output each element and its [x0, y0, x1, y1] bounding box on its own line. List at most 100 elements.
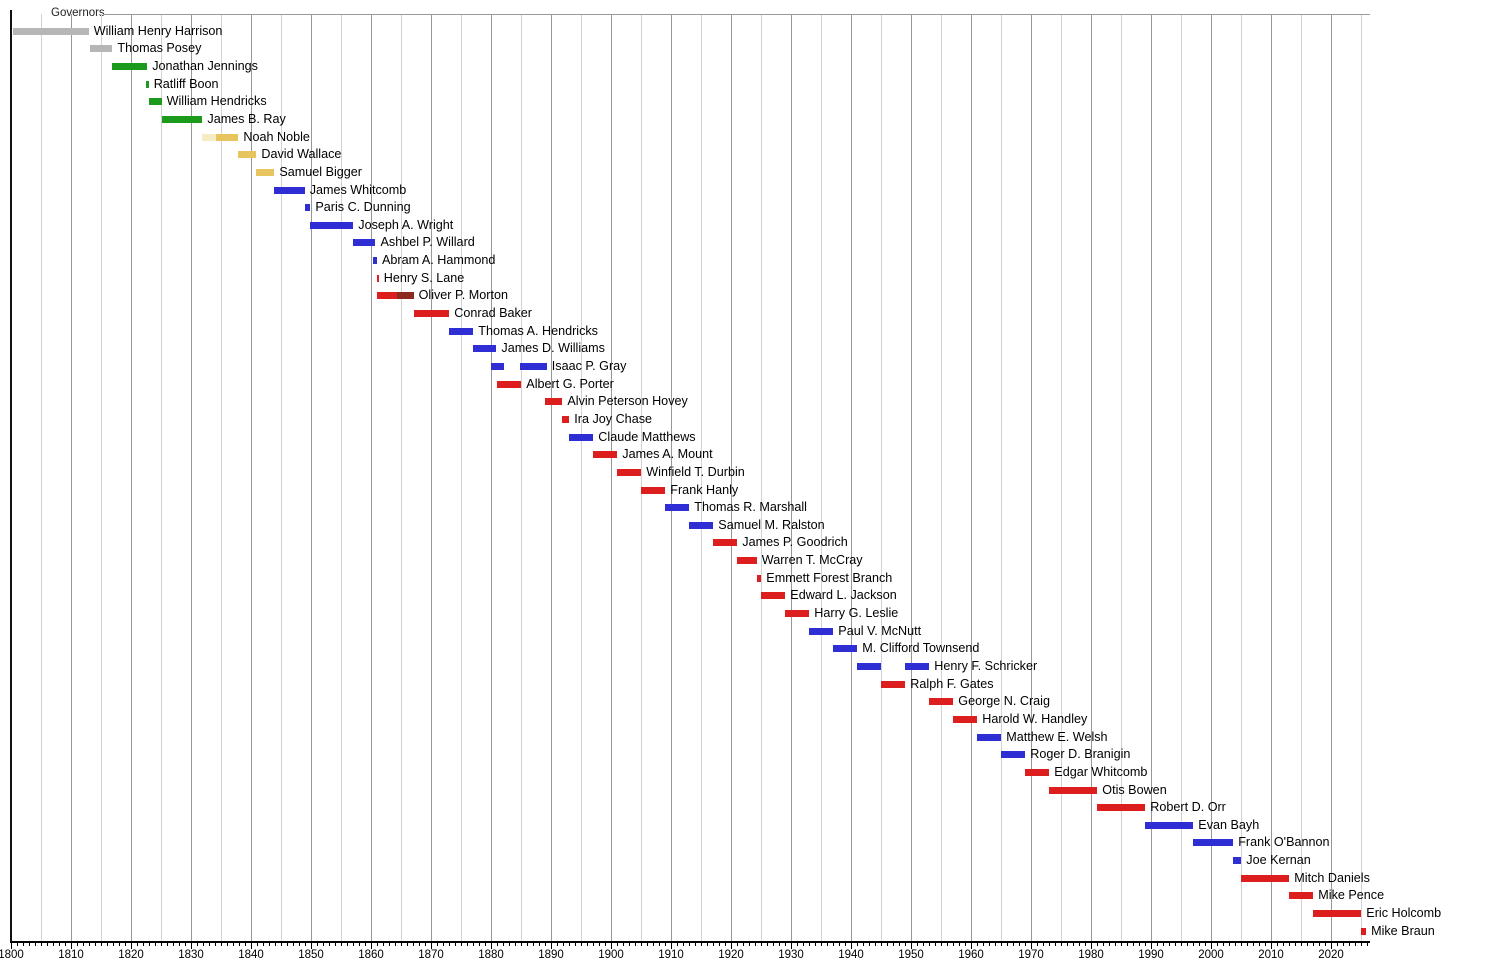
- gridline-minor: [1181, 14, 1182, 941]
- x-axis-minor-tick: [923, 942, 924, 946]
- governor-label: Harry G. Leslie: [814, 606, 899, 621]
- gridline-minor: [761, 14, 762, 941]
- governor-label: Edgar Whitcomb: [1054, 764, 1148, 779]
- x-axis-major-tick: [1031, 942, 1032, 949]
- x-axis-minor-tick: [1007, 942, 1008, 946]
- x-axis-minor-tick: [473, 942, 474, 946]
- x-axis-minor-tick: [449, 942, 450, 946]
- x-axis-minor-tick: [929, 942, 930, 946]
- x-axis-minor-tick: [995, 942, 996, 946]
- x-axis-minor-tick: [785, 942, 786, 946]
- x-axis-minor-tick: [179, 942, 180, 946]
- x-axis-minor-tick: [233, 942, 234, 946]
- x-axis-minor-tick: [221, 942, 222, 946]
- x-axis-minor-tick: [413, 942, 414, 946]
- x-axis-minor-tick: [239, 942, 240, 946]
- governor-label: Emmett Forest Branch: [766, 570, 893, 585]
- x-axis-minor-tick: [539, 942, 540, 946]
- governor-bar: [1193, 839, 1234, 847]
- x-axis-tick-label: 1860: [358, 949, 384, 961]
- x-axis-minor-tick: [1169, 942, 1170, 946]
- governor-label: Otis Bowen: [1102, 782, 1167, 797]
- x-axis-minor-tick: [659, 942, 660, 946]
- x-axis-minor-tick: [419, 942, 420, 946]
- governor-label: Paul V. McNutt: [838, 623, 922, 638]
- x-axis-minor-tick: [1097, 942, 1098, 946]
- x-axis-minor-tick: [1259, 942, 1260, 946]
- governor-label: Joseph A. Wright: [358, 217, 454, 232]
- gridline-major: [791, 14, 792, 941]
- x-axis-minor-tick: [857, 942, 858, 946]
- x-axis-minor-tick: [47, 942, 48, 946]
- x-axis-major-tick: [491, 942, 492, 949]
- x-axis-minor-tick: [1265, 942, 1266, 946]
- governor-label: Alvin Peterson Hovey: [567, 394, 688, 409]
- x-axis-minor-tick: [773, 942, 774, 946]
- x-axis-major-tick: [71, 942, 72, 949]
- x-axis-tick-label: 1810: [58, 949, 84, 961]
- gridline-major: [131, 14, 132, 941]
- x-axis-minor-tick: [983, 942, 984, 946]
- x-axis-minor-tick: [959, 942, 960, 946]
- x-axis-minor-tick: [641, 942, 642, 946]
- x-axis-minor-tick: [1301, 942, 1302, 946]
- x-axis-tick-label: 1850: [298, 949, 324, 961]
- x-axis-minor-tick: [1325, 942, 1326, 946]
- x-axis-minor-tick: [779, 942, 780, 946]
- x-axis-minor-tick: [119, 942, 120, 946]
- x-axis-minor-tick: [281, 942, 282, 946]
- x-axis-minor-tick: [1019, 942, 1020, 946]
- gridline-minor: [821, 14, 822, 941]
- governor-label: James B. Ray: [207, 111, 286, 126]
- x-axis-minor-tick: [569, 942, 570, 946]
- x-axis-minor-tick: [833, 942, 834, 946]
- x-axis-line: [10, 941, 1370, 943]
- gridline-major: [1331, 14, 1332, 941]
- x-axis-tick-label: 1820: [118, 949, 144, 961]
- x-axis-minor-tick: [1187, 942, 1188, 946]
- x-axis-minor-tick: [305, 942, 306, 946]
- x-axis-minor-tick: [1283, 942, 1284, 946]
- x-axis-minor-tick: [257, 942, 258, 946]
- x-axis-minor-tick: [941, 942, 942, 946]
- governor-label: Eric Holcomb: [1366, 906, 1442, 921]
- governor-bar: [497, 380, 522, 388]
- governor-bar: [617, 468, 642, 476]
- x-axis-minor-tick: [665, 942, 666, 946]
- gridline-minor: [461, 14, 462, 941]
- x-axis-minor-tick: [653, 942, 654, 946]
- x-axis-minor-tick: [1367, 942, 1368, 946]
- governor-label: Evan Bayh: [1198, 817, 1260, 832]
- gridline-major: [191, 14, 192, 941]
- x-axis-minor-tick: [317, 942, 318, 946]
- gridline-minor: [101, 14, 102, 941]
- x-axis-minor-tick: [827, 942, 828, 946]
- x-axis-minor-tick: [1133, 942, 1134, 946]
- x-axis-minor-tick: [725, 942, 726, 946]
- x-axis-minor-tick: [17, 942, 18, 946]
- x-axis-minor-tick: [401, 942, 402, 946]
- x-axis-minor-tick: [1145, 942, 1146, 946]
- x-axis-minor-tick: [1103, 942, 1104, 946]
- governor-bar: [905, 662, 930, 670]
- governor-label: Matthew E. Welsh: [1006, 729, 1108, 744]
- x-axis-minor-tick: [203, 942, 204, 946]
- gridline-major: [311, 14, 312, 941]
- x-axis-minor-tick: [1013, 942, 1014, 946]
- x-axis-tick-label: 1800: [0, 949, 24, 961]
- x-axis-major-tick: [431, 942, 432, 949]
- x-axis-minor-tick: [125, 942, 126, 946]
- x-axis-minor-tick: [1337, 942, 1338, 946]
- x-axis-minor-tick: [1157, 942, 1158, 946]
- gridline-minor: [1241, 14, 1242, 941]
- governor-label: William Henry Harrison: [93, 23, 223, 38]
- gridline-major: [551, 14, 552, 941]
- x-axis-major-tick: [551, 942, 552, 949]
- x-axis-minor-tick: [1229, 942, 1230, 946]
- gridline-major: [371, 14, 372, 941]
- governor-label: William Hendricks: [166, 94, 267, 109]
- x-axis-major-tick: [131, 942, 132, 949]
- governor-bar: [857, 662, 882, 670]
- governor-bar: [785, 610, 810, 618]
- x-axis-minor-tick: [1073, 942, 1074, 946]
